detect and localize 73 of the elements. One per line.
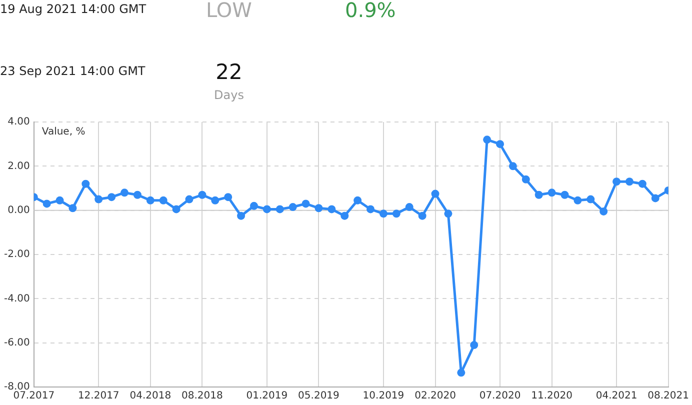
point — [340, 212, 349, 220]
point — [444, 210, 452, 218]
x-tick-label: 07.2020 — [479, 390, 521, 402]
point — [198, 190, 206, 199]
point — [108, 193, 116, 202]
point — [172, 205, 180, 214]
point — [120, 188, 129, 197]
point — [638, 180, 646, 188]
x-tick-label: 04.2021 — [596, 390, 638, 402]
x-tick-label: 10.2019 — [362, 390, 404, 402]
point — [457, 368, 466, 377]
point — [431, 190, 440, 198]
point — [94, 195, 103, 204]
point — [159, 196, 168, 204]
point — [302, 200, 310, 208]
point — [651, 194, 660, 202]
point — [522, 175, 530, 184]
point — [133, 190, 142, 199]
point — [625, 178, 634, 186]
x-tick-label: 04.2018 — [130, 390, 172, 402]
y-tick-label: -2.00 — [4, 249, 30, 260]
point — [483, 136, 492, 144]
point — [600, 207, 608, 216]
point — [82, 180, 90, 188]
point — [211, 196, 220, 204]
point — [276, 205, 284, 214]
point — [612, 178, 621, 186]
point — [574, 196, 582, 204]
point — [470, 341, 478, 350]
text: 22 — [216, 60, 242, 84]
point — [42, 200, 51, 208]
point — [224, 193, 232, 202]
point — [548, 188, 556, 197]
point — [250, 202, 258, 210]
point — [56, 196, 64, 204]
y-tick-label: 0.00 — [8, 204, 30, 216]
x-tick-label: 11.2020 — [531, 390, 572, 402]
y-tick-label: 2.00 — [8, 160, 30, 172]
point — [366, 205, 375, 214]
point — [379, 210, 388, 218]
point — [262, 205, 271, 214]
text: Days — [214, 88, 244, 102]
point — [328, 205, 336, 214]
point — [354, 196, 362, 204]
point — [288, 203, 297, 212]
point — [314, 204, 323, 212]
x-tick-label: 05.2019 — [298, 390, 340, 402]
x-tick-label: 01.2019 — [246, 390, 288, 402]
y-axis-title: Value, % — [42, 126, 86, 138]
text: LOW — [206, 0, 252, 22]
y-tick-label: 4.00 — [8, 116, 30, 128]
x-tick-label: 12.2017 — [78, 390, 120, 402]
point — [586, 195, 595, 204]
point — [392, 210, 400, 218]
point — [405, 203, 414, 212]
x-tick-label: 08.2021 — [648, 390, 690, 402]
y-tick-label: -4.00 — [4, 293, 30, 304]
point — [534, 190, 543, 199]
text: 23 Sep 2021 14:00 GMT — [0, 64, 146, 78]
text: 0.9% — [345, 0, 396, 22]
point — [508, 162, 517, 170]
point — [146, 196, 154, 204]
point — [560, 190, 569, 199]
y-tick-label: -6.00 — [4, 337, 30, 348]
x-tick-label: 07.2017 — [13, 390, 55, 402]
text: 19 Aug 2021 14:00 GMT — [0, 2, 146, 16]
x-tick-label: 08.2018 — [182, 390, 223, 402]
point — [418, 212, 426, 220]
x-tick-label: 02.2020 — [414, 390, 456, 402]
point — [237, 212, 246, 220]
point — [185, 195, 194, 204]
point — [496, 140, 504, 148]
point — [68, 204, 77, 212]
